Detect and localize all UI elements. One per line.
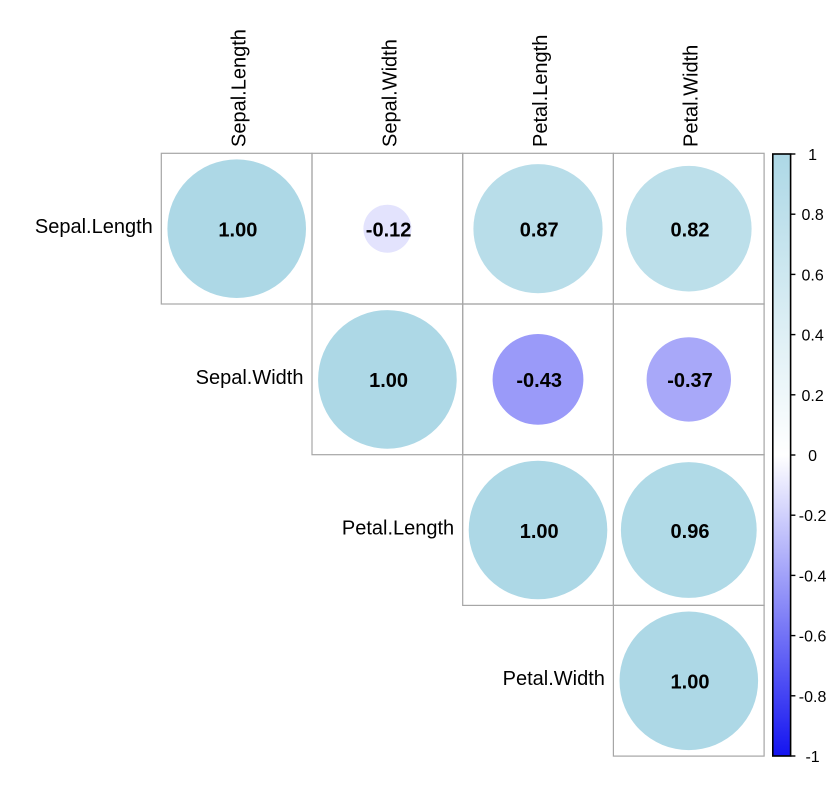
svg-text:Sepal.Length: Sepal.Length [229,29,251,147]
svg-text:0.6: 0.6 [801,267,823,284]
svg-text:1: 1 [808,147,817,164]
svg-text:0.82: 0.82 [671,220,710,242]
svg-text:1.00: 1.00 [369,370,408,392]
svg-text:0.8: 0.8 [801,207,823,224]
svg-text:0.87: 0.87 [520,220,559,242]
svg-text:-0.8: -0.8 [799,689,827,706]
svg-text:0: 0 [808,448,817,465]
svg-text:1.00: 1.00 [671,672,710,694]
svg-text:Petal.Length: Petal.Length [342,518,454,540]
svg-text:-1: -1 [805,749,819,766]
svg-text:Sepal.Length: Sepal.Length [35,216,153,238]
svg-text:-0.12: -0.12 [366,220,412,242]
svg-text:-0.2: -0.2 [799,508,827,525]
svg-text:1.00: 1.00 [520,521,559,543]
svg-text:Sepal.Width: Sepal.Width [196,367,304,389]
svg-text:0.4: 0.4 [801,328,823,345]
svg-text:0.2: 0.2 [801,388,823,405]
svg-text:-0.43: -0.43 [516,370,562,392]
svg-text:Sepal.Width: Sepal.Width [379,39,401,147]
svg-text:-0.6: -0.6 [799,629,827,646]
svg-text:Petal.Length: Petal.Length [530,35,552,147]
svg-text:Petal.Width: Petal.Width [681,45,703,147]
svg-text:-0.37: -0.37 [667,370,713,392]
svg-text:0.96: 0.96 [671,521,710,543]
svg-text:1.00: 1.00 [218,220,257,242]
svg-text:Petal.Width: Petal.Width [503,668,605,690]
svg-text:-0.4: -0.4 [799,568,827,585]
